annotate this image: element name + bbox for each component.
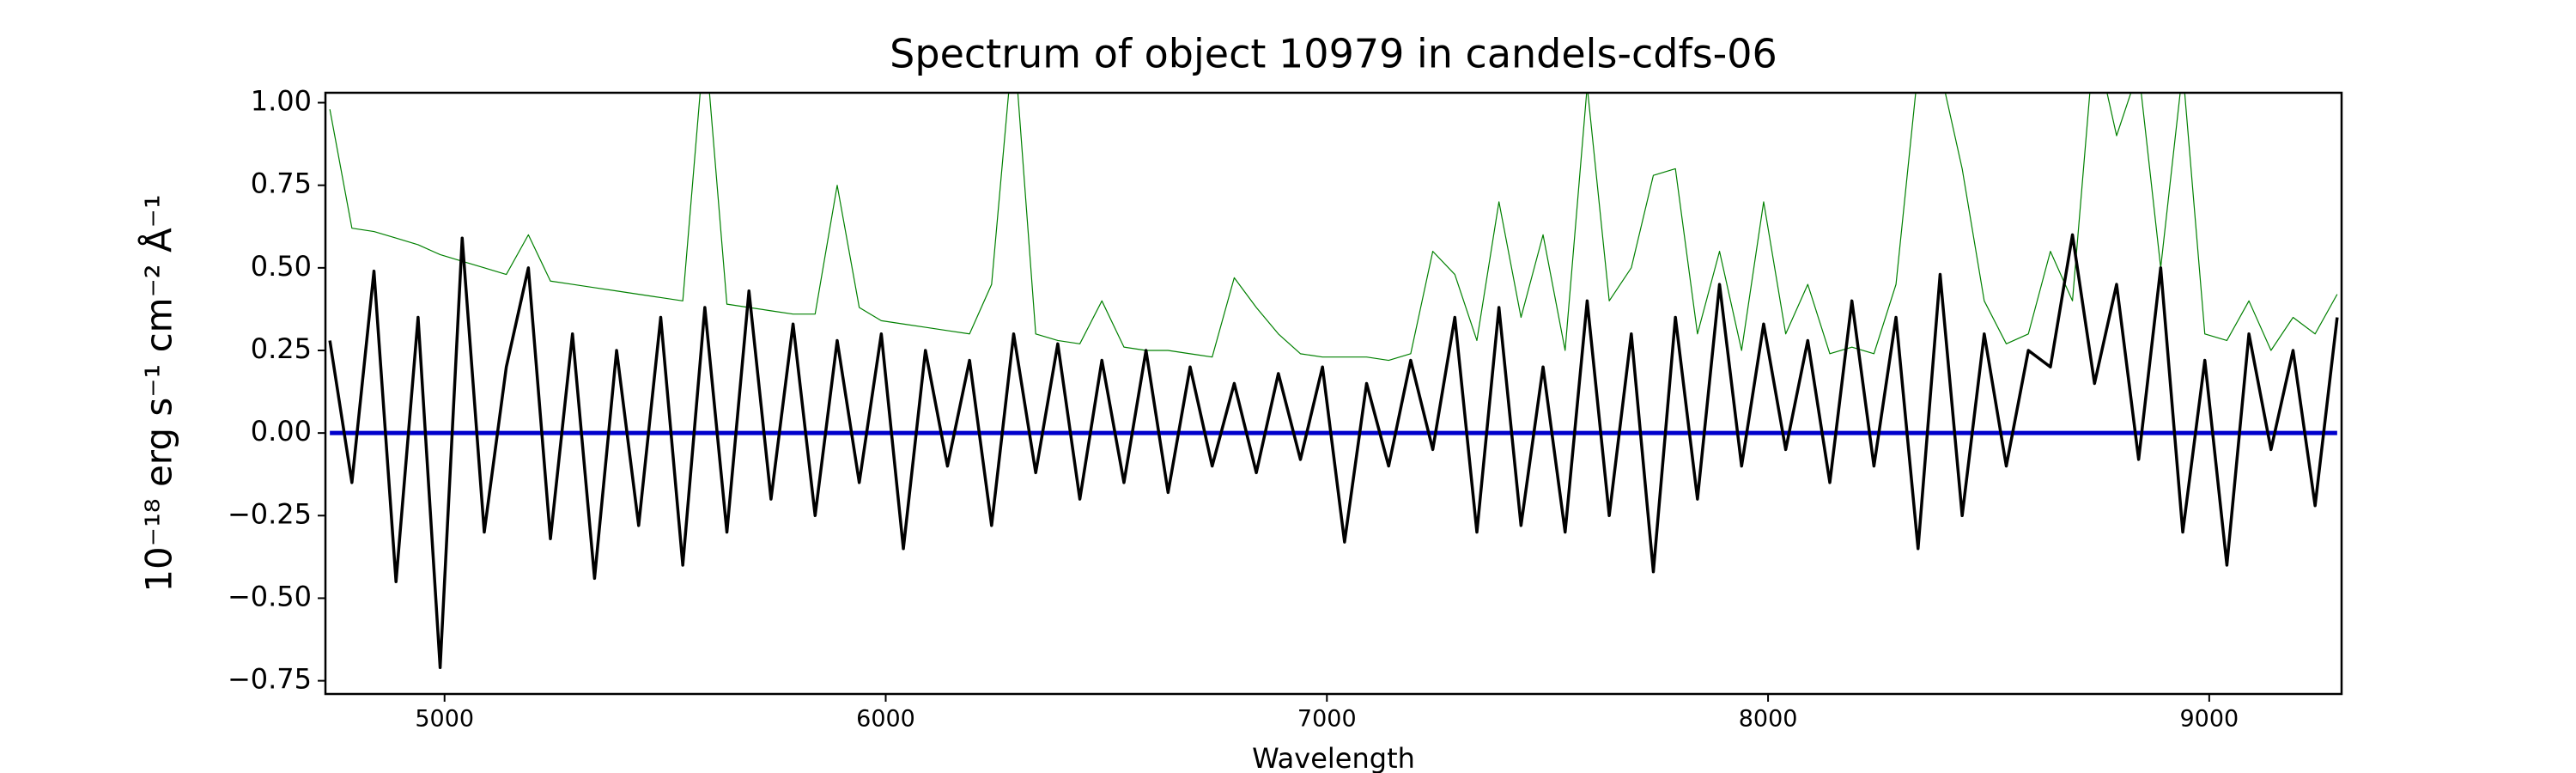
spectrum-line (329, 93, 2338, 362)
y-tick-label: −0.25 (228, 497, 312, 530)
y-tick-label: 0.50 (251, 250, 312, 283)
x-tick-label: 9000 (2180, 706, 2239, 733)
y-axis-label: 10⁻¹⁸ erg s⁻¹ cm⁻² Å⁻¹ (137, 194, 180, 592)
y-tick-label: 0.00 (251, 415, 312, 447)
y-tick-label: −0.50 (228, 580, 312, 612)
spectrum-line (328, 233, 2339, 669)
plot-frame (324, 91, 2343, 696)
y-tick-label: 0.25 (251, 332, 312, 365)
chart-title: Spectrum of object 10979 in candels-cdfs… (890, 31, 1777, 77)
y-tick-label: 0.75 (251, 167, 312, 200)
x-tick-label: 7000 (1297, 706, 1357, 733)
y-tick-label: −0.75 (228, 663, 312, 696)
plot-area (328, 93, 2339, 669)
x-axis-label: Wavelength (1252, 742, 1415, 773)
x-tick-label: 5000 (415, 706, 474, 733)
x-tick-label: 6000 (856, 706, 915, 733)
y-tick-label: 1.00 (251, 85, 312, 118)
x-tick-label: 8000 (1739, 706, 1798, 733)
